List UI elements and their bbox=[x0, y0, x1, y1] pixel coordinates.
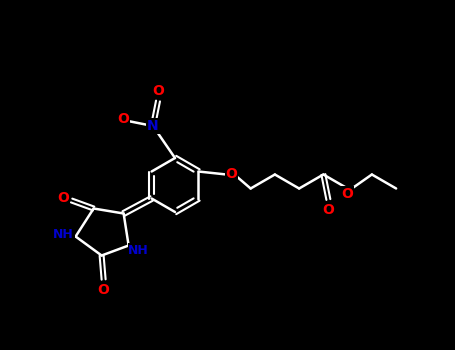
Text: O: O bbox=[323, 203, 334, 217]
Text: O: O bbox=[152, 84, 164, 98]
Text: O: O bbox=[225, 168, 238, 182]
Text: O: O bbox=[342, 187, 354, 201]
Text: N: N bbox=[147, 119, 159, 133]
Text: O: O bbox=[98, 282, 110, 296]
Text: NH: NH bbox=[53, 228, 74, 241]
Text: NH: NH bbox=[128, 244, 149, 257]
Text: O: O bbox=[58, 191, 70, 205]
Text: O: O bbox=[117, 112, 129, 126]
